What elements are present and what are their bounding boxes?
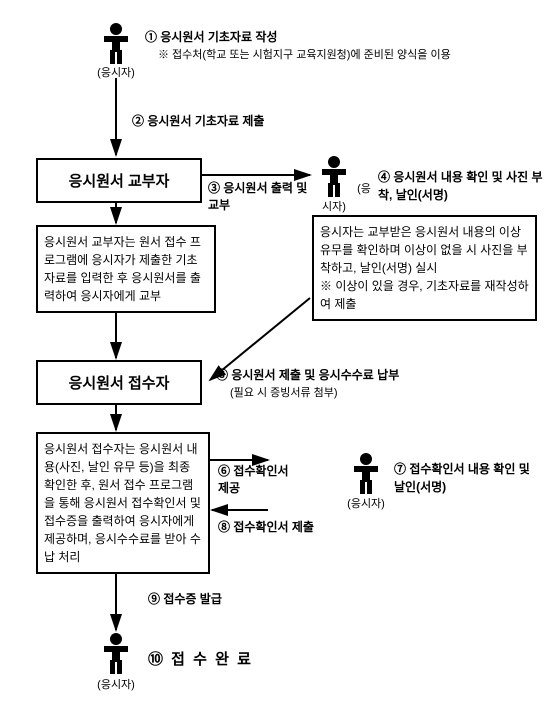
step-3-text: ③ 응시원서 출력 및 교부	[208, 181, 307, 212]
person-1-caption: (응시자)	[92, 64, 140, 80]
person-2-caption-a: (응	[352, 180, 376, 196]
step-4-label: ④ 응시원서 내용 확인 및 사진 부착, 날인(서명)	[378, 168, 548, 204]
person-2-caption-b: 시자)	[314, 198, 354, 214]
step-8-label: ⑧ 접수확인서 제출	[218, 518, 314, 535]
confirm-desc-box: 응시자는 교부받은 응시원서 내용의 이상 유무를 확인하며 이상이 없을 시 …	[312, 215, 537, 321]
step-10-label: ⑩ 접 수 완 료	[148, 648, 253, 669]
person-icon-4	[100, 632, 132, 674]
receiver-desc-box: 응시원서 접수자는 응시원서 내용(사진, 날인 유무 등)을 최종 확인한 후…	[36, 432, 210, 574]
step-3-label: ③ 응시원서 출력 및 교부	[208, 180, 308, 214]
person-icon-2	[318, 155, 350, 197]
arrows-layer	[0, 0, 554, 714]
person-icon-1	[100, 22, 132, 64]
step-5-label: ⑤ 응시원서 제출 및 응시수수료 납부	[216, 366, 399, 383]
person-icon-3	[350, 452, 382, 494]
person-4-caption: (응시자)	[92, 676, 140, 692]
receiver-title-box: 응시원서 접수자	[36, 360, 202, 405]
step-9-label: ⑨ 접수증 발급	[148, 590, 222, 607]
issuer-title-box: 응시원서 교부자	[36, 158, 202, 203]
step-6-label: ⑥ 접수확인서 제공	[218, 463, 298, 497]
step-1-title: ① 응시원서 기초자료 작성	[145, 28, 277, 45]
person-3-caption: (응시자)	[342, 495, 390, 511]
step-2-label: ② 응시원서 기초자료 제출	[132, 112, 264, 129]
step-7-label: ⑦ 접수확인서 내용 확인 및 날인(서명)	[394, 460, 544, 496]
step-1-note: ※ 접수처(학교 또는 시험지구 교육지원청)에 준비된 양식을 이용	[158, 46, 451, 62]
issuer-desc-box: 응시원서 교부자는 원서 접수 프로그램에 응시자가 제출한 기초자료를 입력한…	[36, 225, 216, 313]
step-5-note: (필요 시 증빙서류 첨부)	[230, 384, 338, 400]
